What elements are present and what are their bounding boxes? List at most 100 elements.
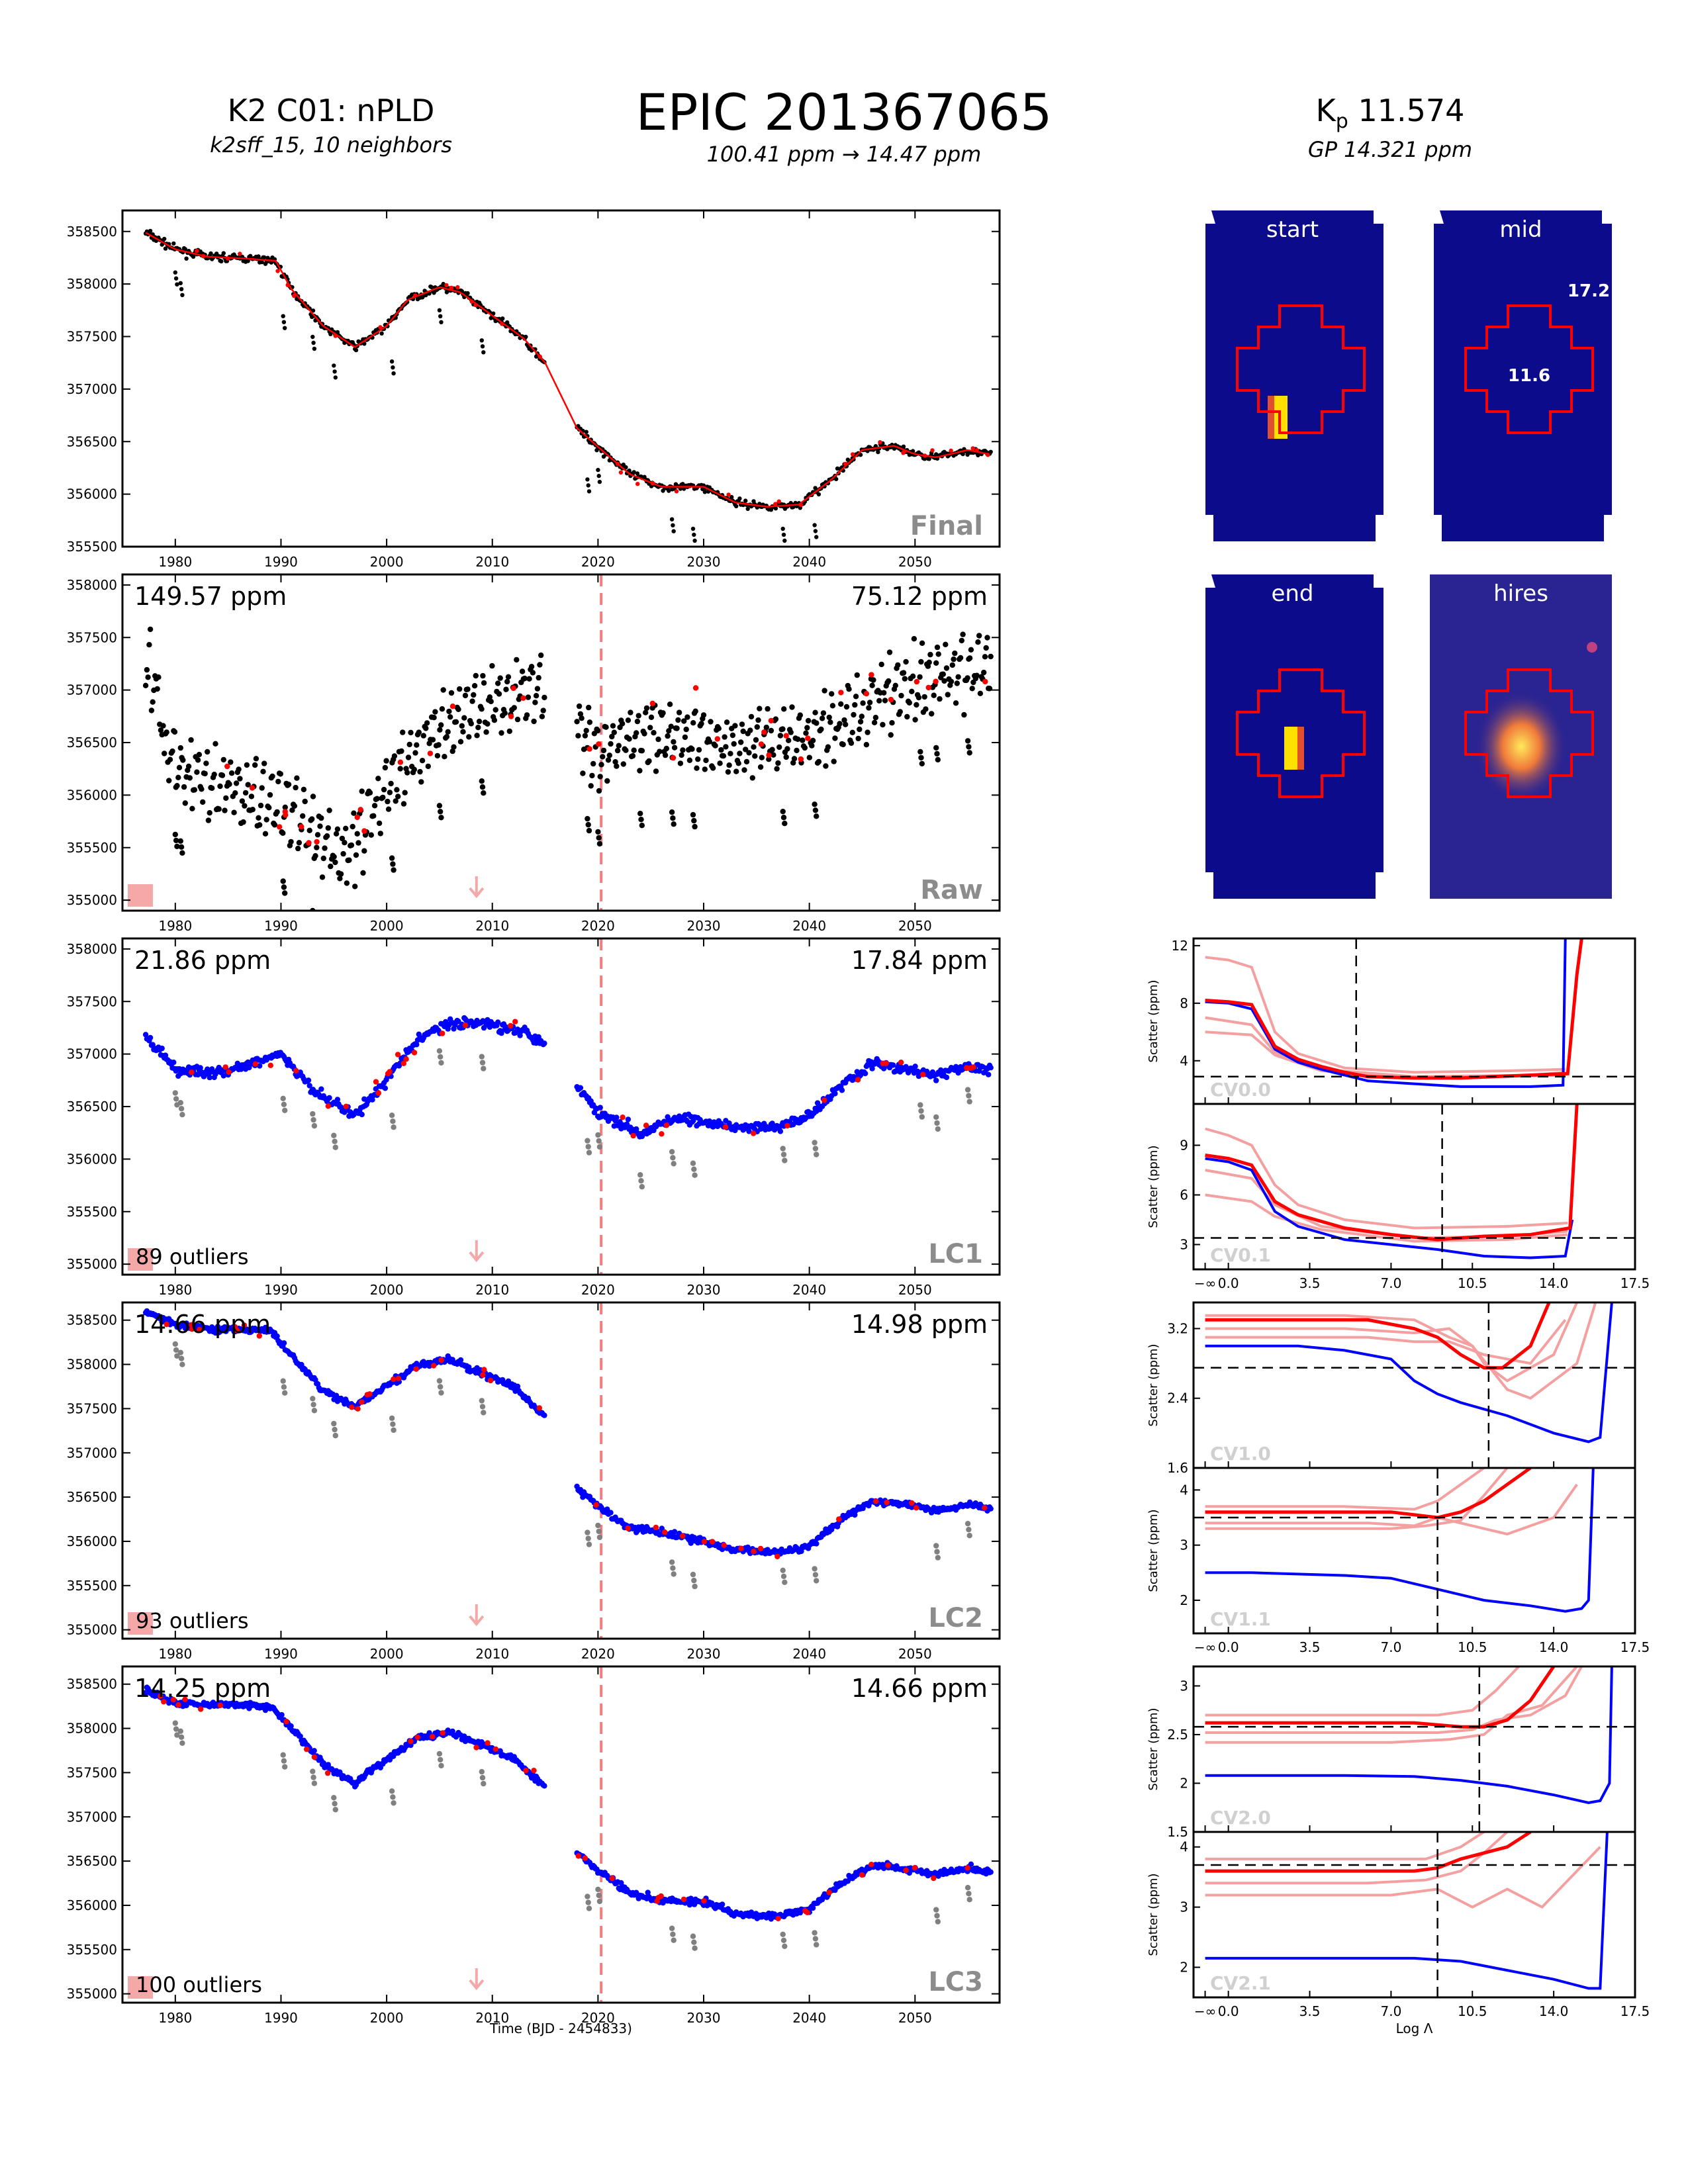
data-point: [869, 682, 875, 688]
red-point: [630, 1132, 636, 1139]
outlier-point: [782, 538, 787, 543]
data-point: [927, 651, 933, 658]
cv-x-tick-label: 7.0: [1380, 2003, 1401, 2019]
red-point: [512, 1019, 518, 1024]
data-point: [359, 1111, 365, 1118]
data-point: [296, 840, 303, 846]
outlier-point: [596, 1892, 602, 1899]
outlier-point: [585, 1138, 590, 1144]
outlier-point: [638, 1178, 644, 1184]
data-point: [256, 254, 261, 259]
lightcurve-panel-lc3: 1980 1990 2000 2010 2020 2030 2040 2050 355000 35…: [67, 1665, 1001, 2026]
panel-data: [142, 1666, 994, 2003]
data-point: [694, 765, 700, 771]
data-point: [790, 760, 796, 766]
y-tick-label: 358500: [67, 1676, 117, 1692]
data-point: [825, 744, 831, 750]
outlier-point: [934, 1549, 940, 1555]
red-point: [766, 752, 772, 758]
data-point: [431, 715, 437, 721]
data-point: [440, 687, 446, 693]
data-point: [339, 835, 346, 842]
data-point: [295, 845, 301, 852]
data-point: [949, 662, 956, 668]
outlier-point: [310, 1111, 316, 1117]
cv-x-tick-label: 14.0: [1539, 1275, 1569, 1291]
red-point: [821, 1097, 827, 1103]
red-point: [252, 1061, 258, 1067]
red-point: [593, 1502, 599, 1508]
outlier-point: [692, 538, 697, 543]
outlier-point: [814, 535, 819, 539]
data-point: [312, 853, 318, 859]
outlier-point: [280, 878, 286, 884]
data-point: [738, 739, 744, 745]
data-point: [749, 775, 756, 781]
data-point: [191, 254, 196, 259]
data-point: [876, 449, 880, 455]
data-point: [623, 747, 629, 753]
data-point: [219, 772, 226, 778]
data-point: [657, 749, 663, 754]
data-point: [334, 826, 341, 833]
data-point: [245, 782, 251, 788]
data-point: [481, 680, 487, 686]
data-point: [679, 752, 684, 758]
red-point: [170, 1697, 177, 1703]
x-tick-label: 1990: [264, 554, 298, 570]
data-point: [700, 486, 705, 492]
red-point: [949, 448, 953, 453]
data-point: [917, 674, 923, 680]
data-point: [582, 733, 588, 739]
red-point: [898, 1060, 904, 1066]
data-point: [643, 709, 649, 715]
data-point: [769, 747, 775, 752]
outlier-point: [586, 489, 592, 494]
data-point: [487, 694, 493, 700]
data-point: [533, 693, 539, 699]
x-tick-label: 2050: [898, 918, 932, 934]
data-point: [223, 795, 229, 801]
data-point: [146, 642, 152, 648]
data-point: [258, 802, 264, 809]
x-tick-label: 2040: [792, 554, 826, 570]
data-point: [495, 680, 501, 686]
data-point: [781, 706, 787, 712]
red-point: [933, 678, 939, 684]
outlier-point: [331, 1795, 337, 1801]
data-point: [747, 727, 753, 733]
data-point: [288, 839, 294, 845]
outlier-point: [282, 1390, 288, 1396]
data-point: [332, 859, 338, 866]
data-point: [823, 763, 829, 769]
cv-panel-label: CV0.1: [1210, 1244, 1271, 1266]
outlier-point: [782, 1579, 788, 1585]
red-point: [914, 678, 920, 685]
data-point: [755, 717, 761, 723]
red-point: [967, 1065, 974, 1071]
data-point: [740, 728, 746, 735]
data-point: [209, 785, 215, 792]
lightcurve-panel-lc1: 1980 1990 2000 2010 2020 2030 2040 2050 355000 35…: [67, 937, 1001, 1298]
data-point: [393, 798, 399, 804]
data-point: [159, 1045, 165, 1052]
x-tick-label: 1980: [158, 918, 192, 934]
data-point: [388, 780, 394, 787]
red-point: [776, 499, 782, 504]
data-point: [773, 716, 779, 722]
data-point: [199, 786, 205, 792]
y-tick-label: 355500: [67, 1204, 117, 1220]
data-point: [142, 682, 149, 689]
red-point: [701, 1539, 708, 1545]
cv-y-tick-label: 3: [1180, 1537, 1188, 1553]
data-point: [212, 741, 218, 747]
data-point: [539, 713, 545, 719]
cv-fold-line: [1205, 1127, 1568, 1230]
cv-data: [1194, 1104, 1635, 1269]
data-point: [616, 743, 622, 749]
data-point: [156, 674, 162, 680]
data-point: [226, 781, 232, 788]
outlier-point: [479, 1060, 486, 1066]
data-point: [668, 723, 674, 729]
outlier-point: [280, 1095, 286, 1102]
